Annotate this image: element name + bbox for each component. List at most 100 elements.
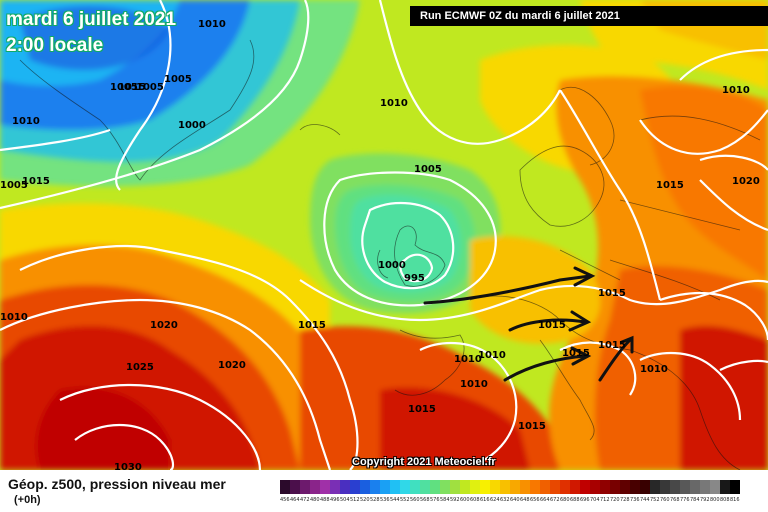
color-scale-label: 680 <box>560 497 570 503</box>
isobar-label: 1015 <box>562 348 590 359</box>
isobar-label: 1015 <box>538 320 566 331</box>
z500-bands <box>0 0 768 470</box>
isobar-label: 995 <box>404 273 425 284</box>
color-scale-label: 456 <box>280 497 290 503</box>
color-scale-label: 504 <box>340 497 350 503</box>
map-title: Géop. z500, pression niveau mer <box>8 476 226 492</box>
color-scale-label: 768 <box>670 497 680 503</box>
isobar-label: 1000 <box>378 260 406 271</box>
color-scale-swatch <box>430 480 440 494</box>
color-scale-swatch <box>560 480 570 494</box>
isobar-label: 1015 <box>408 404 436 415</box>
color-scale-label: 496 <box>330 497 340 503</box>
isobar-label: 1010 <box>454 354 482 365</box>
color-scale-swatch <box>480 480 490 494</box>
color-scale-swatch <box>530 480 540 494</box>
color-scale-swatch <box>540 480 550 494</box>
color-scale-swatch <box>440 480 450 494</box>
color-scale-label: 688 <box>570 497 580 503</box>
color-scale-label: 672 <box>550 497 560 503</box>
color-scale-swatch <box>630 480 640 494</box>
color-scale-swatch <box>550 480 560 494</box>
color-scale-swatch <box>680 480 690 494</box>
flow-arrow <box>508 318 587 332</box>
isobar-label: 1015 <box>598 288 626 299</box>
isobar-label: 1010 <box>640 364 668 375</box>
flow-arrow <box>423 274 592 305</box>
color-scale-swatch <box>300 480 310 494</box>
color-scale-swatch <box>670 480 680 494</box>
color-scale-label: 720 <box>610 497 620 503</box>
color-scale-swatch <box>600 480 610 494</box>
isobar-label: 1015 <box>656 180 684 191</box>
weather-map: 1010 1005 1010 1000 1005 1005 1010 1005 … <box>0 0 768 470</box>
isobar-label: 1020 <box>150 320 178 331</box>
color-scale-swatch <box>700 480 710 494</box>
color-scale-label: 480 <box>310 497 320 503</box>
color-scale-swatch <box>340 480 350 494</box>
isobar-label: 1020 <box>732 176 760 187</box>
color-scale-swatch <box>310 480 320 494</box>
isobar-label: 1015 <box>22 176 50 187</box>
isobar-label: 1010 <box>722 85 750 96</box>
color-scale-swatch <box>510 480 520 494</box>
color-scale-swatch <box>610 480 620 494</box>
color-scale-swatch <box>410 480 420 494</box>
color-scale-label: 800 <box>710 497 720 503</box>
isobar-label: 1000 <box>178 120 206 131</box>
model-run-banner: Run ECMWF 0Z du mardi 6 juillet 2021 <box>410 6 768 26</box>
isobar-labels: 1010 1005 1010 1000 1005 1005 1010 1005 … <box>0 19 760 470</box>
color-scale-swatch <box>650 480 660 494</box>
isobar-label: 1030 <box>114 462 142 470</box>
color-scale-swatch <box>390 480 400 494</box>
color-scale-label: 696 <box>580 497 590 503</box>
isobar-label: 1005 <box>164 74 192 85</box>
color-scale-swatch <box>640 480 650 494</box>
color-scale-label: 552 <box>400 497 410 503</box>
color-scale-label: 792 <box>700 497 710 503</box>
color-scale-swatch <box>730 480 740 494</box>
color-scale-label: 640 <box>510 497 520 503</box>
color-scale-label: 816 <box>730 497 740 503</box>
color-scale-swatch <box>290 480 300 494</box>
color-scale-label: 520 <box>360 497 370 503</box>
color-scale-swatch <box>590 480 600 494</box>
color-scale-label: 808 <box>720 497 730 503</box>
color-scale-swatch <box>360 480 370 494</box>
color-scale-label: 728 <box>620 497 630 503</box>
color-scale-label: 648 <box>520 497 530 503</box>
forecast-step: (+0h) <box>14 494 41 506</box>
isobar-label: 1010 <box>0 312 28 323</box>
color-scale-label: 600 <box>460 497 470 503</box>
color-scale-swatch <box>330 480 340 494</box>
color-scale-swatch <box>460 480 470 494</box>
flow-arrows <box>423 266 634 382</box>
color-scale-swatch <box>720 480 730 494</box>
color-scale-label: 616 <box>480 497 490 503</box>
color-scale-swatch <box>500 480 510 494</box>
copyright: Copyright 2021 Meteociel.fr <box>352 456 496 468</box>
flow-arrow <box>503 354 587 382</box>
color-scale-swatch <box>490 480 500 494</box>
color-scale-swatch <box>470 480 480 494</box>
color-scale-label: 752 <box>650 497 660 503</box>
color-scale-swatch <box>520 480 530 494</box>
color-scale-label: 576 <box>430 497 440 503</box>
flow-arrow-head <box>568 310 592 332</box>
isobar-label: 1010 <box>12 116 40 127</box>
color-scale-label: 472 <box>300 497 310 503</box>
color-scale-label: 776 <box>680 497 690 503</box>
flow-arrow-head <box>620 335 634 354</box>
color-scale-label: 744 <box>640 497 650 503</box>
color-scale-label: 592 <box>450 497 460 503</box>
color-scale-label: 664 <box>540 497 550 503</box>
coastlines <box>19 39 761 470</box>
color-scale-label: 584 <box>440 497 450 503</box>
isobar-label: 1010 <box>380 98 408 109</box>
flow-arrow-head <box>570 346 592 366</box>
color-scale-label: 608 <box>470 497 480 503</box>
isobar-label: 1005 <box>136 82 164 93</box>
color-scale-swatch <box>280 480 290 494</box>
isobar-label: 1015 <box>118 82 146 93</box>
color-scale-swatch <box>710 480 720 494</box>
